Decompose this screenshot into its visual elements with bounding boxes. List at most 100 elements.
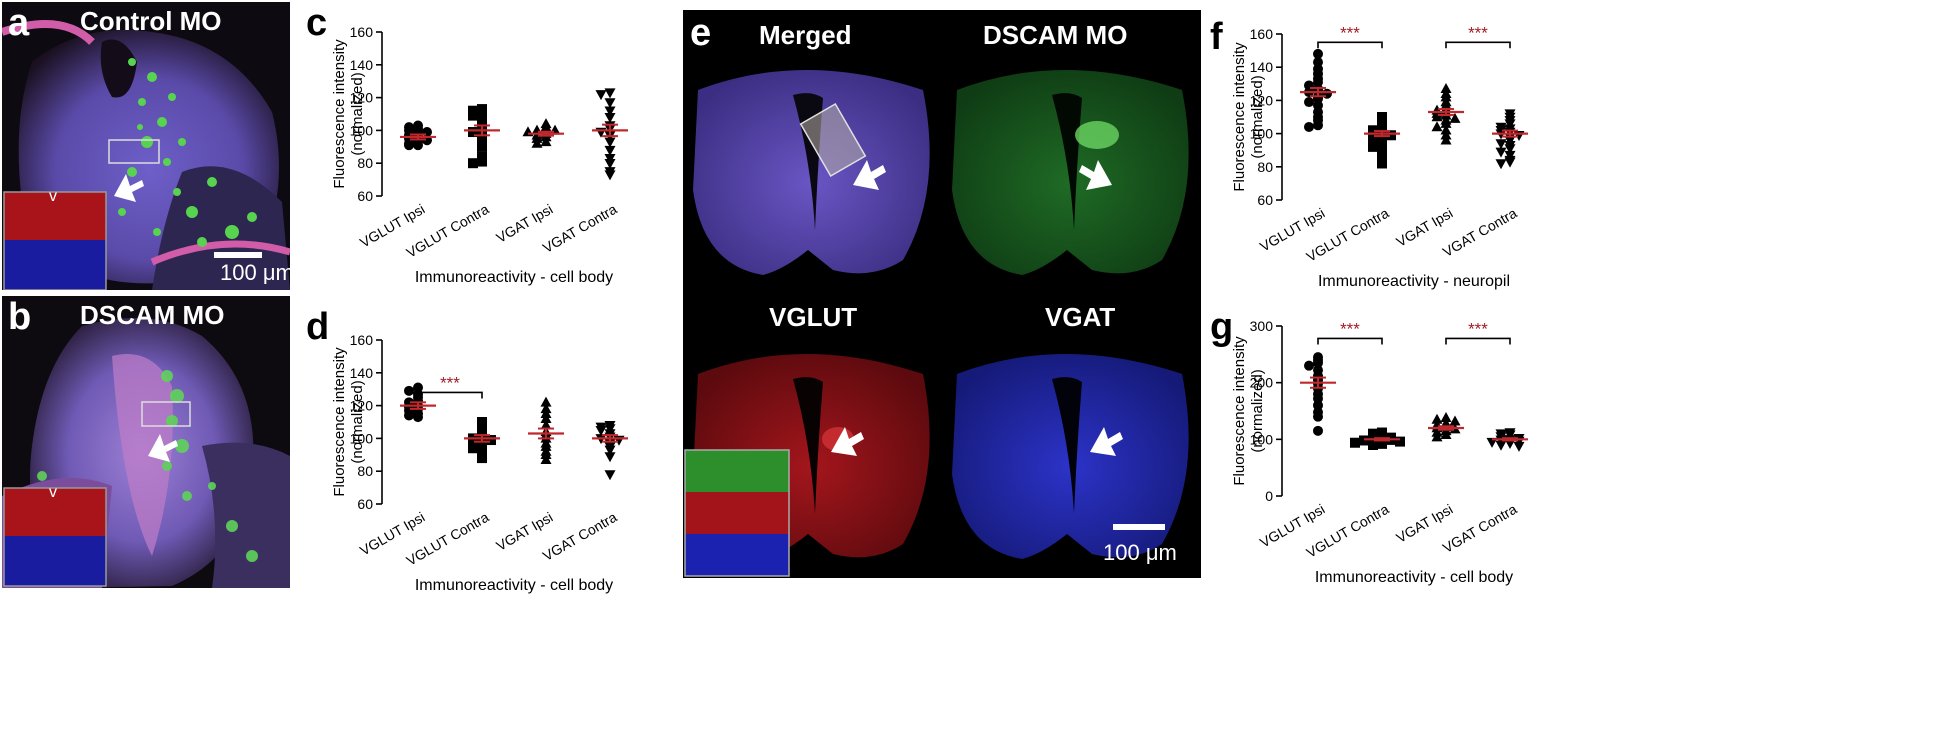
y-axis-label: Fluorescence intensity	[1231, 42, 1248, 192]
y-tick-label: 80	[1257, 159, 1273, 175]
significance-bracket	[417, 391, 483, 399]
series-1	[464, 104, 500, 169]
data-point	[604, 470, 616, 481]
significance-stars: ***	[1468, 319, 1488, 338]
data-point	[404, 410, 414, 421]
significance-stars: ***	[1340, 319, 1360, 338]
data-point	[1431, 111, 1443, 122]
data-point	[1368, 141, 1378, 152]
data-point	[1440, 412, 1452, 423]
data-point	[1313, 357, 1323, 368]
data-point	[404, 385, 414, 396]
series-3	[1492, 109, 1528, 170]
y-tick-label: 120	[350, 90, 374, 106]
series-3	[592, 88, 628, 181]
series-0	[1300, 48, 1336, 132]
data-point	[477, 141, 487, 152]
micrograph-e-title-merged: Merged	[759, 20, 852, 50]
data-point	[1304, 97, 1314, 108]
significance-stars: ***	[440, 373, 460, 392]
data-point	[1495, 440, 1507, 451]
panel-letter-b: b	[8, 296, 32, 338]
data-point	[1350, 437, 1360, 448]
y-tick-label: 160	[350, 24, 374, 40]
y-tick-label: 100	[1250, 126, 1274, 142]
data-point	[468, 110, 478, 121]
y-axis-label: Fluorescence intensity	[331, 347, 348, 497]
micrograph-a-inset-mark: v	[49, 188, 57, 205]
data-point	[1313, 411, 1323, 422]
panel-letter-f: f	[1210, 16, 1223, 58]
y-tick-label: 140	[1250, 59, 1274, 75]
micrograph-e-scale-label: 100 μm	[1103, 540, 1177, 565]
panel-letter-a: a	[8, 2, 30, 44]
y-tick-label: 160	[350, 332, 374, 348]
data-point	[404, 140, 414, 151]
micrograph-e: Merged DSCAM MO VGLUT VGAT 100 μm	[683, 10, 1201, 578]
micrograph-b-title: DSCAM MO	[80, 300, 225, 330]
y-axis-label: (normalized)	[349, 380, 366, 463]
panel-letter-d: d	[306, 306, 330, 348]
significance-stars: ***	[1468, 23, 1488, 42]
series-2	[528, 396, 564, 464]
data-point	[1440, 134, 1452, 145]
series-1	[464, 417, 500, 464]
data-point	[604, 158, 616, 169]
y-axis-label: (normalized)	[1249, 369, 1266, 452]
data-point	[468, 127, 478, 138]
data-point	[604, 113, 616, 124]
micrograph-a: Control MO 100 μm v	[2, 2, 290, 290]
y-axis-label: (normalized)	[1249, 75, 1266, 158]
data-point	[1359, 435, 1369, 446]
data-point	[540, 396, 552, 407]
data-point	[1440, 117, 1452, 128]
series-1	[1364, 112, 1400, 169]
micrograph-a-image	[2, 2, 290, 290]
micrograph-a-scale-label: 100 μm	[220, 260, 290, 285]
y-tick-label: 60	[357, 496, 373, 512]
data-point	[1322, 88, 1332, 99]
micrograph-e-title-vglut: VGLUT	[769, 302, 858, 332]
micrograph-b: DSCAM MO v	[2, 296, 290, 588]
data-point	[1431, 413, 1443, 424]
data-point	[413, 412, 423, 423]
y-tick-label: 80	[357, 463, 373, 479]
data-point	[604, 452, 616, 463]
data-point	[1449, 112, 1461, 123]
data-point	[540, 453, 552, 464]
data-point	[1440, 429, 1452, 440]
y-tick-label: 60	[357, 188, 373, 204]
significance-bracket	[1445, 337, 1511, 345]
data-point	[1313, 425, 1323, 436]
data-point	[477, 446, 487, 457]
data-point	[477, 453, 487, 464]
series-0	[400, 382, 436, 423]
data-point	[468, 443, 478, 454]
data-point	[413, 140, 423, 151]
data-point	[1313, 120, 1323, 131]
x-axis-label: Immunoreactivity - cell body	[415, 577, 613, 594]
series-3	[592, 421, 628, 481]
series-0	[400, 120, 436, 151]
y-tick-label: 80	[357, 155, 373, 171]
micrograph-e-image	[683, 10, 1201, 578]
panel-letter-e: e	[690, 12, 712, 54]
data-point	[477, 439, 487, 450]
y-tick-label: 120	[350, 398, 374, 414]
data-point	[1504, 439, 1516, 450]
data-point	[604, 445, 616, 456]
data-point	[604, 98, 616, 109]
y-tick-label: 140	[350, 57, 374, 73]
data-point	[1431, 431, 1443, 442]
data-point	[1431, 121, 1443, 132]
data-point	[477, 156, 487, 167]
y-tick-label: 100	[350, 430, 374, 446]
data-point	[1304, 360, 1314, 371]
y-tick-label: 140	[350, 365, 374, 381]
data-point	[531, 137, 543, 148]
series-2	[522, 118, 564, 148]
significance-bracket	[1445, 41, 1511, 49]
